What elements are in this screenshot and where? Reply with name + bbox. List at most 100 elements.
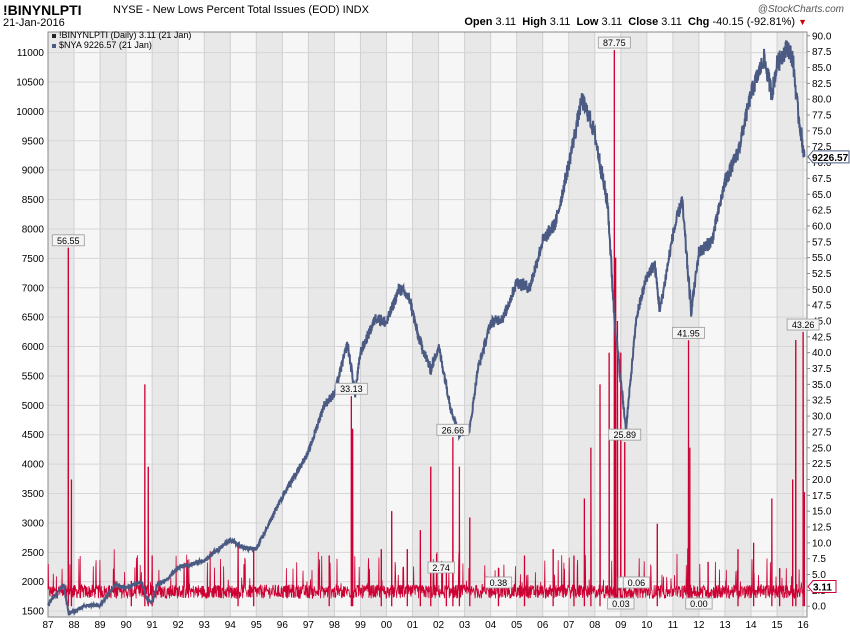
year-band — [100, 32, 127, 617]
value-annotation-box — [685, 597, 713, 610]
x-tick-label: 96 — [277, 620, 289, 631]
year-band — [256, 32, 283, 617]
right-tick-label: 47.5 — [812, 301, 832, 312]
low-value: 3.11 — [601, 16, 623, 28]
left-tick-label: 4000 — [22, 460, 45, 471]
x-tick-label: 88 — [68, 620, 80, 631]
year-band — [152, 32, 179, 617]
right-tick-label: 52.5 — [812, 269, 832, 280]
x-tick-label: 90 — [121, 620, 133, 631]
value-annotation-box — [436, 423, 470, 436]
value-annotation-label: 33.13 — [340, 384, 363, 394]
year-band — [464, 32, 491, 617]
right-tick-label: 17.5 — [812, 491, 832, 502]
stockcharts-watermark: @StockCharts.com — [757, 4, 844, 15]
right-tick-label: 25.0 — [812, 443, 832, 454]
right-tick-label: 77.5 — [812, 111, 832, 122]
chg-value: -40.15 (-92.81%) — [712, 16, 796, 28]
right-tick-label: 35.0 — [812, 380, 832, 391]
right-tick-label: 60.0 — [812, 221, 832, 232]
open-label: Open — [464, 16, 493, 28]
value-annotation-box — [427, 561, 455, 574]
chart-date: 21-Jan-2016 — [3, 17, 65, 29]
left-tick-label: 5000 — [22, 401, 45, 412]
down-arrow-icon: ▼ — [798, 17, 807, 27]
left-tick-label: 10500 — [16, 77, 44, 88]
value-annotation-box — [672, 326, 705, 339]
x-tick-label: 04 — [485, 620, 497, 631]
legend-entry: !BINYNLPTI (Daily) 3.11 (21 Jan) — [59, 30, 191, 40]
right-tick-label: 62.5 — [812, 206, 832, 217]
year-band — [178, 32, 205, 617]
year-band — [724, 32, 752, 617]
left-tick-label: 9500 — [22, 136, 45, 147]
value-annotation-box — [786, 318, 820, 331]
value-annotation-box — [51, 234, 85, 247]
right-tick-label: 37.5 — [812, 364, 832, 375]
left-tick-label: 2500 — [22, 548, 45, 559]
right-tick-label: 7.5 — [812, 554, 826, 565]
right-tick-label: 5.0 — [812, 570, 826, 581]
value-annotation-label: 25.89 — [613, 430, 636, 440]
x-tick-label: 01 — [407, 620, 419, 631]
x-tick-label: 87 — [42, 620, 54, 631]
right-tick-label: 20.0 — [812, 475, 832, 486]
year-band — [516, 32, 543, 617]
right-tick-label: 80.0 — [812, 95, 832, 106]
left-tick-label: 5500 — [22, 371, 45, 382]
right-tick-label: 57.5 — [812, 237, 832, 248]
value-annotation-box — [597, 36, 631, 49]
nya-price-line — [47, 40, 806, 616]
year-band — [48, 32, 75, 617]
right-tick-label: 72.5 — [812, 142, 832, 153]
value-annotation-label: 0.00 — [690, 599, 708, 609]
left-tick-label: 11000 — [17, 48, 45, 59]
year-band — [334, 32, 361, 617]
open-value: 3.11 — [495, 16, 517, 28]
x-tick-label: 97 — [303, 620, 315, 631]
value-annotation-label: 26.66 — [442, 425, 465, 435]
left-tick-label: 3000 — [22, 518, 45, 529]
year-band — [542, 32, 569, 617]
x-tick-label: 00 — [381, 620, 393, 631]
x-tick-label: 02 — [433, 620, 445, 631]
right-tick-label: 45.0 — [812, 317, 832, 328]
close-label: Close — [628, 16, 659, 28]
value-annotation-box — [607, 597, 635, 610]
year-band — [672, 32, 699, 617]
left-tick-label: 8000 — [22, 224, 45, 235]
ohlc-readout: Open 3.11 High 3.11 Low 3.11 Close 3.11 … — [464, 16, 807, 28]
right-tick-label: 27.5 — [812, 427, 832, 438]
x-tick-label: 89 — [95, 620, 107, 631]
value-annotation-label: 87.75 — [603, 38, 626, 48]
x-tick-label: 09 — [615, 620, 627, 631]
legend-swatch — [52, 44, 56, 48]
chart-header: !BINYNLPTI NYSE - New Lows Percent Total… — [0, 0, 850, 30]
right-tick-label: 0.0 — [812, 602, 826, 613]
x-tick-label: 94 — [225, 620, 237, 631]
legend-entry: $NYA 9226.57 (21 Jan) — [59, 40, 152, 50]
high-label: High — [522, 16, 547, 28]
left-tick-label: 2000 — [22, 577, 45, 588]
year-band — [282, 32, 309, 617]
legend-swatch — [52, 34, 56, 38]
value-annotation-label: 0.38 — [490, 578, 508, 588]
right-tick-label: 32.5 — [812, 396, 832, 407]
close-value: 3.11 — [661, 16, 682, 28]
right-tick-label: 15.0 — [812, 507, 832, 518]
x-tick-label: 05 — [511, 620, 523, 631]
newlows-last-value-box — [807, 580, 837, 594]
year-band — [646, 32, 673, 617]
x-tick-label: 99 — [355, 620, 367, 631]
value-annotation-label: 56.55 — [57, 236, 80, 246]
right-tick-label: 30.0 — [812, 412, 832, 423]
value-annotation-box — [334, 382, 368, 395]
year-band — [438, 32, 465, 617]
x-tick-label: 06 — [537, 620, 549, 631]
value-annotation-box — [622, 576, 651, 589]
left-tick-label: 1500 — [22, 607, 45, 618]
x-tick-label: 92 — [173, 620, 185, 631]
left-tick-label: 8500 — [22, 195, 45, 206]
year-band — [594, 32, 621, 617]
